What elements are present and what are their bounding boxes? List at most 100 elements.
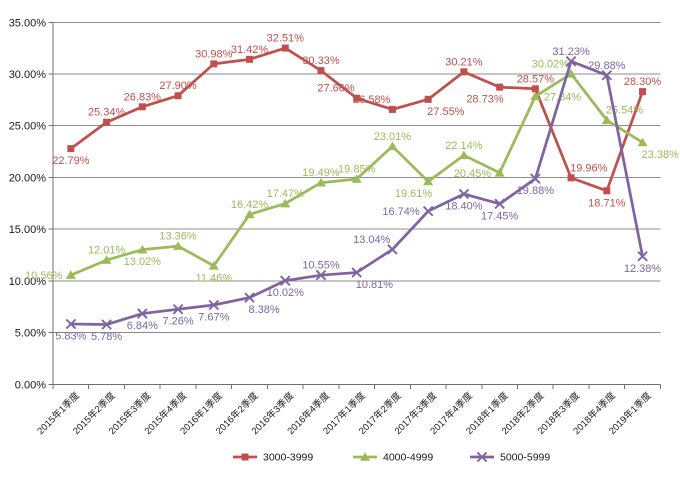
data-point-marker [458,150,469,160]
data-point-marker [460,68,468,76]
legend-label: 5000-5999 [500,452,550,464]
data-point-marker [458,188,470,200]
gridlines [53,21,661,334]
data-point-marker [530,173,541,184]
legend-item-4000-4999: 4000-4999 [353,452,433,464]
data-point-marker [281,44,289,52]
series-4000-4999: 10.56%12.01%13.02%13.36%11.46%16.42%17.4… [25,58,679,284]
data-point-marker [567,174,575,182]
data-point-marker [103,118,111,126]
data-point-marker [315,269,327,281]
data-label: 27.90% [159,80,197,92]
data-label: 27.66% [317,83,355,95]
data-label: 19.88% [517,185,555,197]
data-label: 27.84% [544,91,582,103]
data-point-marker [388,105,396,113]
series-3000-3999: 22.79% 25.34% 26.83%27.90% 30.98%31.42%32.5… [52,33,661,210]
data-point-marker [208,260,219,270]
data-point-marker [244,209,255,219]
data-point-marker [65,270,76,279]
data-label: 30.98% [195,48,233,60]
data-label: 11.46% [196,272,233,284]
data-label: 10.56% [25,270,63,282]
data-label: 19.49% [302,167,340,179]
data-label: 30.33% [302,55,340,67]
data-label: 32.51% [267,33,305,45]
data-label: 22.14% [445,140,483,152]
data-point-marker [315,177,326,187]
data-point-marker [351,267,362,278]
data-label: 17.47% [267,188,305,200]
y-axis-label: 35.00% [9,17,47,29]
data-label: 16.74% [382,206,420,218]
data-point-marker [137,308,148,319]
axes: 0.00% 5.00% 10.00% 15.00% 20.00% 25.00% 30.00%… [9,17,661,391]
data-point-marker [280,198,291,208]
data-point-marker [317,67,325,75]
data-point-marker [476,451,488,463]
data-point-marker [244,292,255,303]
data-point-marker [65,318,77,330]
data-label: 31.42% [231,44,269,56]
data-point-marker [494,167,505,177]
data-label: 23.01% [374,131,412,143]
data-point-marker [565,56,577,67]
data-point-marker [637,137,648,147]
data-point-marker [174,92,182,100]
data-point-marker [422,205,434,217]
data-label: 7.67% [198,311,229,323]
x-axis-labels: 2015年1季度2015年2季度2015年3季度2015年4季度2016年1季度… [35,389,654,437]
data-point-marker [353,94,361,102]
legend: 3000-3999 4000-4999 5000-5999 [233,452,550,464]
data-label: 28.30% [624,76,662,88]
data-label: 13.36% [159,231,197,243]
data-point-marker [173,241,184,250]
data-label: 30.02% [532,58,570,70]
data-point-marker [494,198,505,210]
data-point-marker [246,55,254,63]
data-label: 23.38% [642,149,680,161]
data-point-marker [639,88,647,96]
data-point-marker [208,299,220,311]
data-point-marker [67,145,75,153]
data-label: 27.55% [427,106,465,118]
data-label: 5.78% [91,331,122,343]
data-label: 25.54% [606,105,644,117]
data-label: 29.88% [588,60,626,72]
data-label: 22.79% [52,155,90,167]
data-point-marker [387,244,398,255]
data-label: 20.45% [454,168,492,180]
data-point-marker [637,250,648,262]
legend-label: 3000-3999 [263,452,313,464]
data-label: 28.73% [466,94,504,106]
data-label: 10.02% [267,287,305,299]
y-axis-label: 30.00% [9,69,47,81]
data-point-marker [601,69,613,81]
data-point-marker [351,174,362,183]
data-label: 28.57% [517,73,555,85]
data-point-marker [423,176,434,186]
data-point-marker [138,103,146,111]
data-label: 25.34% [88,107,126,119]
legend-label: 4000-4999 [383,452,433,464]
data-label: 18.40% [445,200,483,212]
data-point-marker [279,275,291,286]
data-point-marker [137,244,148,254]
y-axis-label: 25.00% [9,121,47,133]
data-point-marker [101,319,112,330]
data-label: 6.84% [127,320,158,332]
data-label: 19.96% [570,162,608,174]
data-point-marker [603,187,611,195]
y-axis-label: 5.00% [15,328,46,340]
data-point-marker [210,60,218,68]
series-5000-5999: 5.83% 5.78% 6.84% 7.26% 7.67% 8.38% 10.02% 10.5… [55,46,661,343]
y-axis-label: 20.00% [9,172,47,184]
data-point-marker [387,141,398,151]
data-label: 12.38% [624,263,662,275]
data-point-marker [531,85,539,93]
data-point-marker [530,91,541,101]
data-label: 31.23% [552,46,590,58]
data-point-marker [172,303,184,315]
